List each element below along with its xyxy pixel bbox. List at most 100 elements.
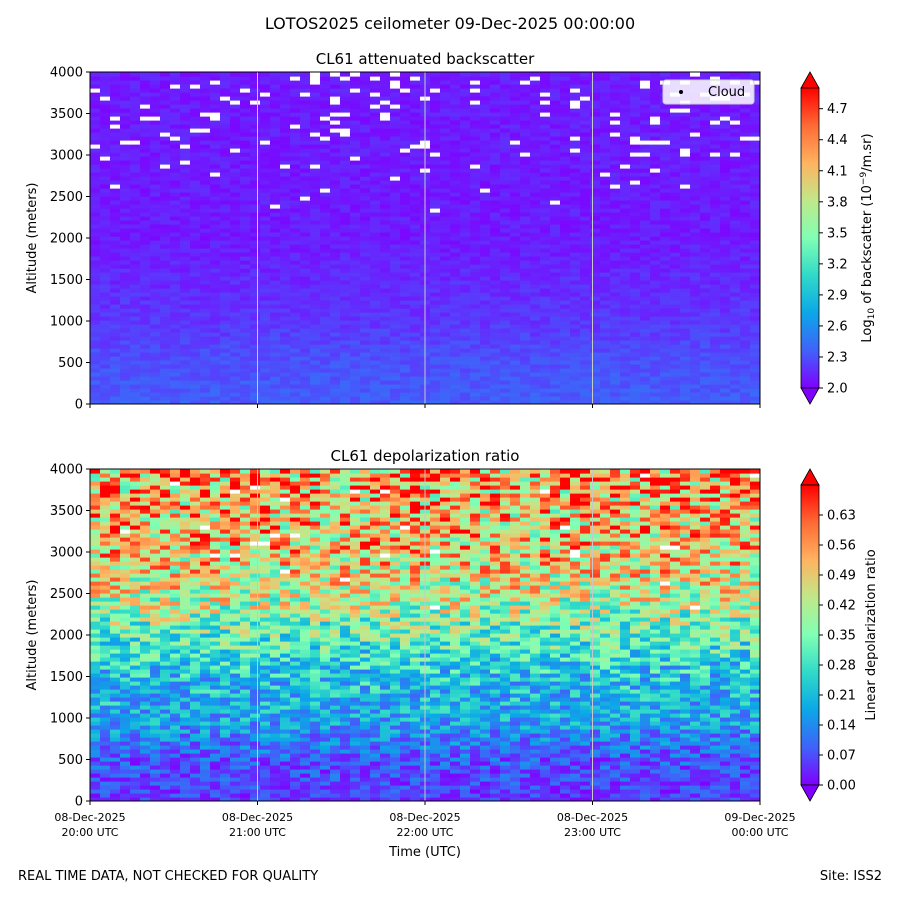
heatmap-cell <box>370 160 381 165</box>
heatmap-cell <box>400 108 411 113</box>
heatmap-cell <box>310 180 321 185</box>
heatmap-cell <box>90 356 101 361</box>
heatmap-cell <box>300 348 311 353</box>
heatmap-cell <box>410 372 421 377</box>
heatmap-cell <box>380 264 391 269</box>
heatmap-cell <box>300 216 311 221</box>
heatmap-cell <box>310 300 321 305</box>
heatmap-cell <box>270 352 281 357</box>
heatmap-cell <box>230 356 241 361</box>
heatmap-cell <box>170 180 181 185</box>
heatmap-cell <box>170 272 181 277</box>
heatmap-cell <box>180 300 191 305</box>
heatmap-cell <box>650 372 661 377</box>
heatmap-cell <box>150 192 161 197</box>
heatmap-cell <box>520 304 531 309</box>
heatmap-cell <box>540 292 551 297</box>
heatmap-cell <box>750 252 760 257</box>
heatmap-cell <box>200 196 211 201</box>
heatmap-cell <box>560 388 571 393</box>
heatmap-cell <box>720 208 731 213</box>
heatmap-cell <box>100 300 111 305</box>
heatmap-cell <box>260 176 271 181</box>
heatmap-cell <box>560 120 571 125</box>
heatmap-cell <box>100 396 111 401</box>
heatmap-cell <box>110 216 121 221</box>
heatmap-cell <box>410 296 421 301</box>
heatmap-cell <box>490 348 501 353</box>
heatmap-cell <box>490 332 501 337</box>
heatmap-cell <box>160 248 171 253</box>
heatmap-cell <box>130 272 141 277</box>
heatmap-cell <box>150 336 161 341</box>
heatmap-cell <box>230 136 241 141</box>
heatmap-cell <box>380 288 391 293</box>
heatmap-cell <box>370 192 381 197</box>
heatmap-cell <box>660 208 671 213</box>
heatmap-cell <box>140 216 151 221</box>
heatmap-cell <box>400 112 411 117</box>
heatmap-cell <box>370 284 381 289</box>
heatmap-cell <box>510 240 521 245</box>
heatmap-cell <box>100 344 111 349</box>
heatmap-cell <box>660 292 671 297</box>
heatmap-cell <box>180 220 191 225</box>
heatmap-cell <box>300 156 311 161</box>
heatmap-cell <box>700 272 711 277</box>
heatmap-cell <box>310 216 321 221</box>
heatmap-cell <box>670 216 681 221</box>
heatmap-cell <box>510 296 521 301</box>
heatmap-cell <box>450 272 461 277</box>
heatmap-cell <box>140 236 151 241</box>
heatmap-cell <box>470 340 481 345</box>
heatmap-cell <box>430 120 441 125</box>
heatmap-cell <box>130 312 141 317</box>
heatmap-cell <box>150 280 161 285</box>
heatmap-cell <box>200 324 211 329</box>
heatmap-cell <box>720 352 731 357</box>
heatmap-cell <box>710 192 721 197</box>
heatmap-cell <box>200 208 211 213</box>
heatmap-cell <box>360 332 371 337</box>
heatmap-cell <box>610 276 621 281</box>
heatmap-cell <box>640 260 651 265</box>
heatmap-cell <box>330 200 341 205</box>
heatmap-cell <box>190 176 201 181</box>
heatmap-cell <box>150 160 161 165</box>
heatmap-cell <box>430 268 441 273</box>
heatmap-cell <box>610 172 621 177</box>
heatmap-cell <box>260 252 271 257</box>
heatmap-cell <box>750 328 760 333</box>
heatmap-cell <box>140 380 151 385</box>
heatmap-cell <box>560 108 571 113</box>
heatmap-cell <box>300 312 311 317</box>
heatmap-cell <box>380 256 391 261</box>
heatmap-cell <box>240 108 251 113</box>
heatmap-cell <box>280 132 291 137</box>
heatmap-cell <box>470 276 481 281</box>
heatmap-cell <box>730 260 741 265</box>
heatmap-cell <box>410 144 421 149</box>
heatmap-cell <box>600 204 611 209</box>
heatmap-cell <box>570 232 581 237</box>
heatmap-cell <box>500 400 511 404</box>
heatmap-cell <box>260 356 271 361</box>
heatmap-cell <box>410 244 421 249</box>
heatmap-cell <box>700 348 711 353</box>
heatmap-cell <box>480 120 491 125</box>
heatmap-cell <box>140 116 151 121</box>
heatmap-cell <box>300 392 311 397</box>
heatmap-cell <box>650 264 661 269</box>
heatmap-cell <box>530 116 541 121</box>
heatmap-cell <box>350 288 361 293</box>
heatmap-cell <box>410 268 421 273</box>
heatmap-cell <box>400 308 411 313</box>
heatmap-cell <box>330 336 341 341</box>
heatmap-cell <box>270 192 281 197</box>
heatmap-cell <box>460 168 471 173</box>
heatmap-cell <box>90 252 101 257</box>
heatmap-cell <box>600 316 611 321</box>
heatmap-cell <box>230 196 241 201</box>
heatmap-cell <box>440 268 451 273</box>
heatmap-cell <box>640 388 651 393</box>
